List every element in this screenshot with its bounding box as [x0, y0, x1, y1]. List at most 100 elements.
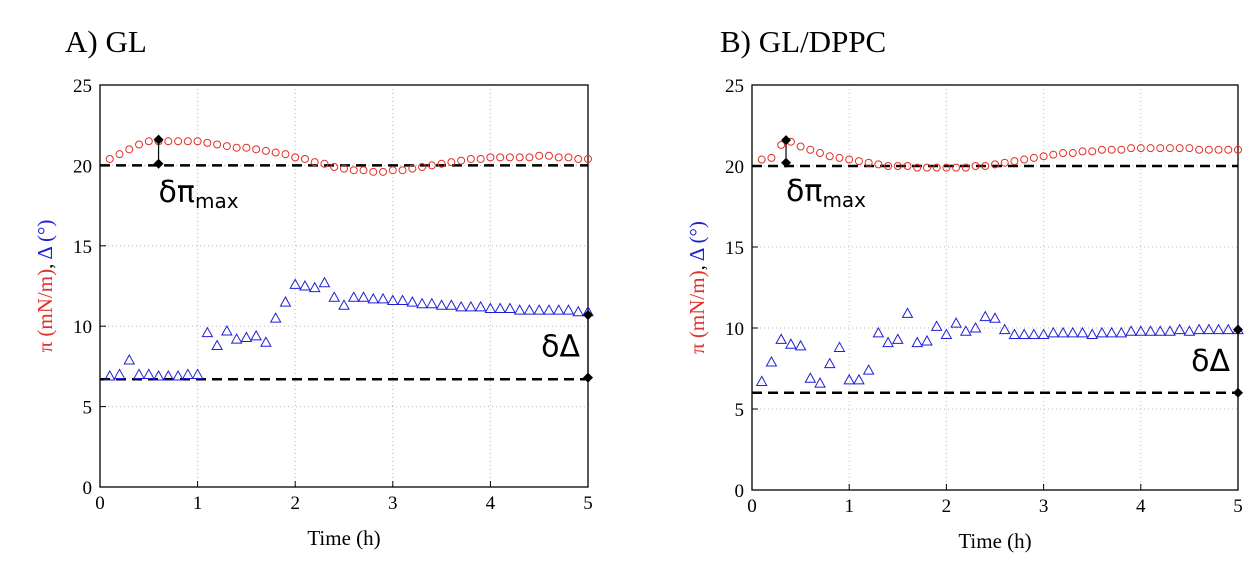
annotation-subscript: max [195, 189, 239, 213]
data-point [486, 153, 495, 162]
bracket-end [781, 157, 792, 168]
x-tick-label: 0 [747, 496, 757, 517]
data-point [1096, 326, 1108, 338]
y-axis-label-part: π (mN/m) [685, 270, 709, 354]
data-point [1134, 325, 1147, 336]
data-point [1105, 326, 1118, 338]
data-point [950, 317, 962, 328]
data-point [882, 336, 894, 348]
data-point [1049, 150, 1058, 159]
data-point [211, 339, 223, 350]
data-point [408, 164, 417, 173]
data-point [299, 279, 311, 291]
data-point [291, 153, 300, 162]
y-tick-label: 20 [725, 157, 744, 178]
data-point [1222, 323, 1235, 335]
data-point [1097, 145, 1106, 154]
y-tick-label: 20 [73, 156, 92, 177]
data-point [289, 278, 302, 289]
data-point [959, 325, 972, 336]
data-point [221, 324, 233, 336]
data-point [543, 304, 555, 315]
data-point [396, 294, 409, 305]
data-point [1018, 328, 1031, 339]
y-axis-label: π (mN/m), Δ (°) [685, 221, 709, 354]
data-point [777, 140, 786, 149]
data-point [142, 368, 155, 379]
y-tick-label: 25 [725, 76, 744, 97]
data-point [1175, 144, 1184, 153]
y-tick-label: 5 [83, 398, 93, 419]
data-point [971, 162, 980, 170]
data-point [1127, 144, 1136, 153]
data-point [103, 370, 116, 381]
data-point [969, 321, 982, 333]
data-point [260, 336, 272, 347]
data-point [135, 140, 144, 149]
data-point [932, 163, 941, 172]
y-axis-label-part: , [685, 261, 709, 270]
data-point [1154, 325, 1167, 336]
data-point [806, 145, 815, 154]
y-tick-label: 25 [73, 76, 92, 97]
data-point [874, 160, 883, 169]
data-point [1144, 325, 1157, 336]
data-point [406, 296, 419, 307]
annotation: δΔ [1191, 344, 1230, 379]
chart-title: B) GL/DPPC [720, 24, 886, 59]
data-point [162, 370, 175, 381]
data-point [835, 153, 844, 162]
bracket-end [153, 134, 164, 145]
y-tick-label: 10 [725, 319, 744, 340]
data-point [115, 150, 124, 159]
data-point [359, 166, 368, 175]
data-point [1107, 145, 1116, 154]
y-axis-label-part: Δ (°) [33, 220, 57, 260]
data-point [981, 162, 990, 170]
y-axis-label-part: π (mN/m) [33, 269, 57, 353]
data-point [913, 163, 922, 172]
x-axis-label: Time (h) [958, 529, 1031, 553]
x-tick-label: 3 [1039, 496, 1049, 517]
data-point [320, 159, 329, 168]
data-point [349, 166, 358, 175]
data-point [1212, 323, 1225, 335]
data-point [427, 161, 436, 170]
data-point [552, 304, 565, 315]
data-point [796, 142, 805, 151]
data-point [252, 145, 261, 154]
x-tick-label: 0 [95, 493, 105, 514]
data-point [172, 370, 184, 381]
data-point [183, 137, 192, 146]
plot-frame [751, 84, 1239, 491]
x-tick-label: 2 [290, 493, 300, 514]
data-point [340, 164, 348, 173]
data-point [388, 166, 397, 175]
data-point [222, 142, 231, 151]
data-point [152, 370, 165, 381]
data-point [765, 355, 778, 367]
data-point [1028, 328, 1040, 339]
bracket-end [781, 135, 792, 146]
data-point [901, 307, 914, 318]
data-point [271, 148, 280, 157]
data-point [757, 155, 766, 164]
annotation: δπmax [159, 175, 239, 213]
data-point [261, 146, 270, 155]
annotation-text: δπ [786, 174, 822, 209]
data-point [240, 331, 253, 342]
data-point [1156, 144, 1165, 153]
data-point [1088, 147, 1097, 156]
data-point [845, 155, 854, 164]
data-point [1010, 157, 1019, 166]
data-point [535, 151, 544, 160]
data-point [1193, 323, 1205, 335]
data-point [1204, 145, 1213, 154]
data-point [1195, 145, 1204, 154]
data-point [513, 304, 526, 315]
data-point [113, 368, 126, 379]
data-point [1115, 326, 1128, 338]
data-point [1117, 145, 1126, 154]
x-tick-label: 3 [388, 493, 398, 514]
